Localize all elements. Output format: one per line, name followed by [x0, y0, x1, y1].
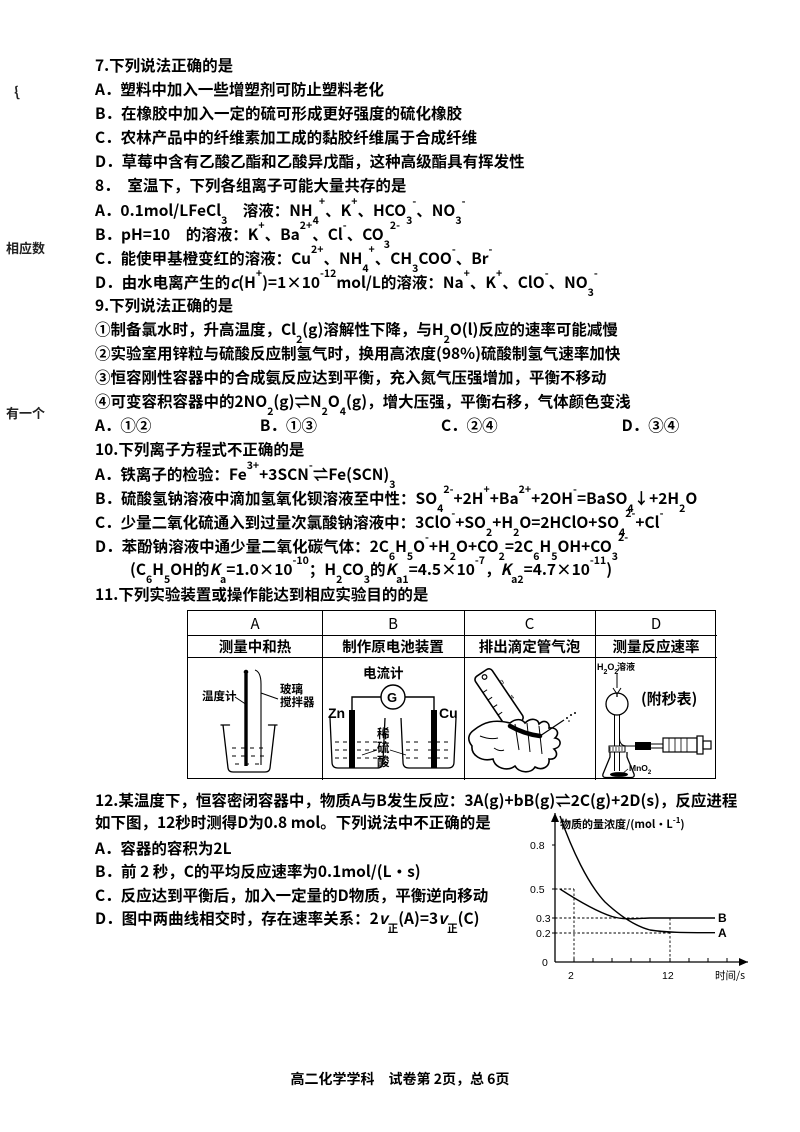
svg-text:B: B [718, 911, 727, 925]
svg-text:溶液: 溶液 [617, 660, 635, 673]
svg-text:时间/s: 时间/s [715, 968, 745, 983]
svg-text:(附秒表): (附秒表) [641, 688, 697, 709]
svg-text:12: 12 [662, 970, 674, 982]
svg-text:H2O2: H2O2 [597, 662, 618, 676]
svg-text:0.3: 0.3 [536, 913, 551, 925]
svg-text:电流计: 电流计 [363, 662, 404, 682]
svg-text:3: 3 [500, 679, 507, 686]
svg-text:2: 2 [568, 970, 574, 982]
svg-text:0.2: 0.2 [536, 928, 551, 940]
svg-text:搅拌器: 搅拌器 [280, 694, 315, 710]
svg-text:0.8: 0.8 [530, 840, 545, 852]
svg-text:4: 4 [510, 694, 517, 701]
svg-text:温度计: 温度计 [202, 688, 237, 704]
svg-text:MnO2: MnO2 [629, 763, 652, 776]
svg-text:0: 0 [542, 957, 548, 969]
svg-text:Cu: Cu [439, 705, 458, 721]
svg-text:A: A [718, 926, 727, 940]
svg-text:G: G [387, 690, 397, 705]
svg-text:0.5: 0.5 [530, 884, 545, 896]
svg-text:物质的量浓度/(mol·L-1): 物质的量浓度/(mol·L-1) [560, 815, 685, 833]
svg-text:酸: 酸 [377, 751, 390, 770]
